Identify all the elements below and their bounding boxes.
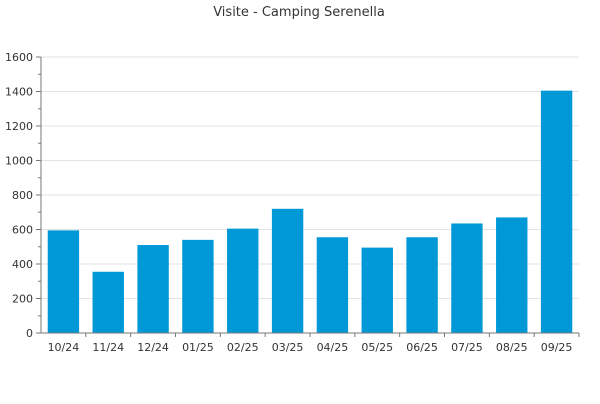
bar: [92, 271, 124, 333]
x-tick-label: 01/25: [182, 341, 214, 354]
x-tick-label: 11/24: [92, 341, 124, 354]
y-tick-label: 1600: [5, 51, 33, 64]
y-tick-label: 800: [12, 189, 33, 202]
y-tick-label: 400: [12, 258, 33, 271]
bar: [316, 237, 349, 333]
bar: [451, 223, 483, 333]
x-tick-label: 03/25: [272, 341, 304, 354]
bars: [47, 90, 573, 333]
x-tick-label: 02/25: [227, 341, 259, 354]
y-tick-label: 200: [12, 293, 33, 306]
bar: [271, 208, 304, 333]
bar: [47, 230, 80, 333]
y-axis-ticks: 0 200 400 600 800 1000 1200 1400 1600: [5, 51, 41, 340]
bar: [540, 90, 573, 333]
x-tick-label: 10/24: [48, 341, 80, 354]
bar: [227, 228, 259, 333]
y-tick-label: 1400: [5, 86, 33, 99]
y-tick-label: 0: [26, 327, 33, 340]
x-tick-label: 12/24: [137, 341, 169, 354]
x-tick-label: 09/25: [541, 341, 573, 354]
gridlines: [41, 56, 579, 299]
x-tick-label: 05/25: [361, 341, 393, 354]
x-tick-label: 06/25: [406, 341, 438, 354]
x-tick-label: 07/25: [451, 341, 483, 354]
x-axis-ticks: 10/24 11/24 12/24 01/25 02/25 03/25 04/25 05/25…: [48, 333, 580, 354]
y-tick-label: 1200: [5, 120, 33, 133]
y-tick-label: 600: [12, 224, 33, 237]
bar: [496, 217, 528, 333]
chart-title: Visite - Camping Serenella: [213, 5, 385, 20]
bar: [406, 237, 438, 333]
x-tick-label: 04/25: [317, 341, 349, 354]
y-tick-label: 1000: [5, 155, 33, 168]
bar: [361, 247, 393, 333]
x-tick-label: 08/25: [496, 341, 528, 354]
bar: [182, 239, 214, 333]
bar: [137, 245, 169, 333]
